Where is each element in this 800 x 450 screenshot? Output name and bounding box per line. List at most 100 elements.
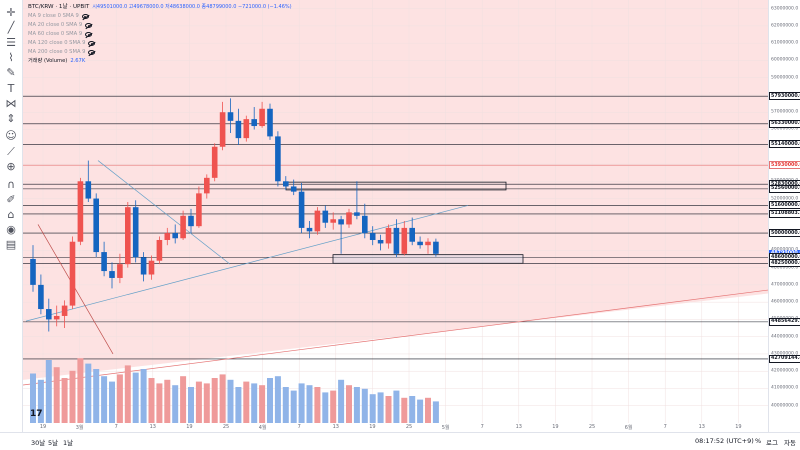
indicator-row[interactable]: MA 120 close 0 SMA 9 [28,39,292,48]
volume-bar [251,383,258,423]
price-level-label[interactable]: 56330000.0 [769,119,800,128]
indicator-row[interactable]: MA 20 close 0 SMA 9 [28,21,292,30]
volume-bar [109,381,115,423]
volume-label: 거래량 (Volume) [28,57,68,64]
candle-body [140,257,147,275]
ruler-icon[interactable]: ⟋ [7,144,15,158]
visibility-off-icon[interactable] [88,41,96,46]
price-level-label[interactable]: 48250000.0 [769,259,800,268]
tradingview-logo-icon[interactable]: 17 [30,409,43,419]
volume-bar [156,383,163,423]
candle-body [117,264,123,278]
volume-value: 2.67K [70,57,86,64]
candle-body [188,215,194,227]
candle-body [125,207,131,265]
text-icon[interactable]: T [7,81,15,95]
price-tick-label: 47000000.0 [771,282,799,288]
price-tick-label: 63000000.0 [771,6,799,12]
price-level-label[interactable]: 44856429.9 [769,317,800,326]
time-tick-label: 25 [405,424,413,430]
candle-body [417,241,423,246]
price-level-label[interactable]: 52560000.0 [769,184,800,193]
candle-body [164,233,171,240]
price-scale[interactable]: 63000000.0 62000000.0 61000000.0 60000000.0… [768,0,800,432]
volume-bar [235,387,242,423]
candle-body [219,112,226,147]
measure-icon[interactable]: ⇕ [6,111,16,125]
volume-bar [195,381,202,423]
price-level-label[interactable]: 51108803.5 [769,209,800,218]
volume-legend-row[interactable]: 거래량 (Volume) 2.67K [28,57,292,66]
volume-bar [243,381,250,423]
time-tick-label: 13 [698,424,705,430]
lock-drawing-icon[interactable]: ✐ [6,192,16,206]
price-tick-label: 61000000.0 [771,40,799,46]
lock-icon[interactable]: ⌂ [7,207,15,221]
indicator-label: MA 200 close 0 SMA 9 [28,48,86,55]
pen-icon[interactable]: ✎ [6,65,16,79]
time-tick-label: 13 [149,424,156,430]
trash-icon[interactable]: ▤ [5,237,17,251]
chart-plot-area[interactable] [23,0,768,432]
price-tick-label: 43000000.0 [771,351,799,357]
percent-toggle[interactable]: % [755,437,762,445]
range-button-5d[interactable]: 5날 [48,439,59,447]
log-toggle[interactable]: 로그 [766,439,778,447]
range-button-30d[interactable]: 30날 [31,439,46,447]
candle-body [180,215,186,239]
trendline-icon[interactable]: ╱ [7,20,15,34]
range-button-1d[interactable]: 1날 [63,439,74,447]
magnet-icon[interactable]: ∩ [6,177,16,191]
indicator-row[interactable]: MA 200 close 0 SMA 9 [28,48,292,57]
brush-icon[interactable]: ⌇ [8,50,14,64]
visibility-off-icon[interactable] [85,23,93,28]
visibility-off-icon[interactable] [88,50,96,55]
pattern-icon[interactable]: ⋈ [5,96,17,110]
time-tick-label: 3월 [75,425,84,431]
indicator-row[interactable]: MA 9 close 0 SMA 9 [28,12,292,21]
support-box [332,254,524,264]
volume-bar [417,399,424,423]
price-level-label[interactable]: 42709144.4 [769,354,800,363]
time-scale[interactable]: 19 3월 7 13 19 25 4월 7 13 19 25 5월 7 13 19 25 6월 7 13 19 [23,423,768,432]
price-level-label[interactable]: 57930000.0 [769,92,800,101]
price-level-label[interactable]: 51600000.0 [769,201,800,210]
candle-body [330,219,336,223]
indicator-row[interactable]: MA 60 close 0 SMA 9 [28,30,292,39]
volume-bar [211,378,218,423]
symbol-label[interactable]: BTC/KRW · 1날 · UPBIT [28,3,90,10]
time-tick-label: 7 [114,424,118,430]
price-chart-svg[interactable] [23,0,768,432]
auto-toggle[interactable]: 자동 [784,439,796,447]
visibility-off-icon[interactable] [85,32,93,37]
price-level-label[interactable]: 53930000.0 [769,161,800,170]
volume-bar [282,387,289,423]
price-level-label[interactable]: 55140000.0 [769,140,800,149]
time-tick-label: 19 [369,424,376,430]
candle-body [385,227,392,244]
clock-readout[interactable]: 08:17:52 (UTC+9) [695,437,754,445]
eye-icon[interactable]: ◉ [6,222,16,236]
fib-icon[interactable]: ☰ [6,35,16,49]
smile-icon[interactable]: ☺ [5,128,17,142]
volume-bar [298,383,305,423]
candle-body [61,305,68,316]
crosshair-icon[interactable]: ✛ [6,5,16,19]
volume-bar [425,397,431,423]
ascending-trendline [25,205,469,322]
volume-bar [77,358,84,423]
zoom-in-icon[interactable]: ⊕ [6,159,16,173]
candle-body [409,227,415,242]
volume-bar [219,374,226,423]
price-level-label[interactable]: 50000000.0 [769,229,800,238]
candle-body [314,210,321,232]
volume-bar [267,378,273,423]
price-tick-label: 44000000.0 [771,334,799,340]
visibility-off-icon[interactable] [81,14,89,19]
price-tick-label: 56000000.0 [771,126,799,132]
candle-body [172,233,178,239]
volume-bar [132,372,139,423]
price-tick-label: 59000000.0 [771,75,799,81]
candle-body [346,212,352,225]
